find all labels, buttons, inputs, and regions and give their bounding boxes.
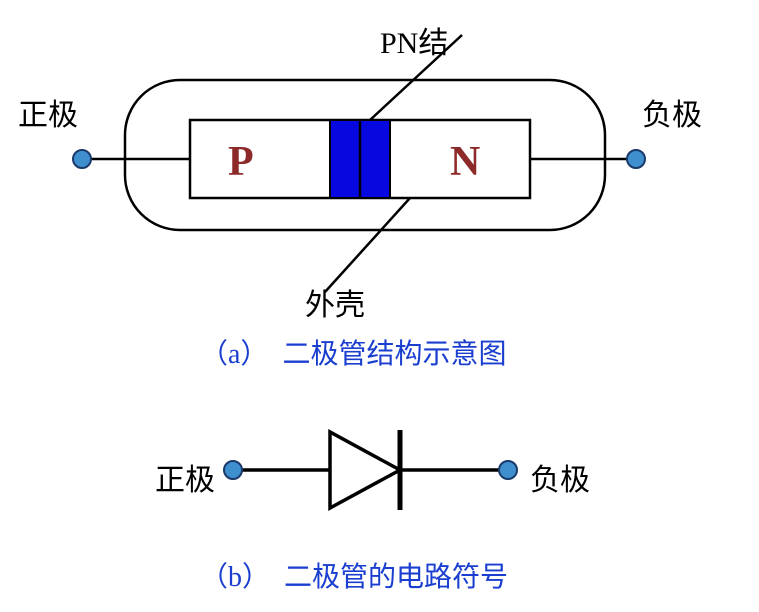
n-region-text: N: [450, 139, 480, 185]
shell-pointer: [325, 198, 410, 292]
positive-terminal-b: [224, 461, 242, 479]
diode-triangle: [330, 432, 400, 508]
negative-terminal-b: [499, 461, 517, 479]
negative-terminal-a: [627, 150, 645, 168]
positive-terminal-a: [73, 150, 91, 168]
diode-diagram-svg: P N: [0, 0, 759, 612]
p-region-text: P: [228, 139, 254, 185]
pn-junction-pointer: [370, 35, 462, 120]
